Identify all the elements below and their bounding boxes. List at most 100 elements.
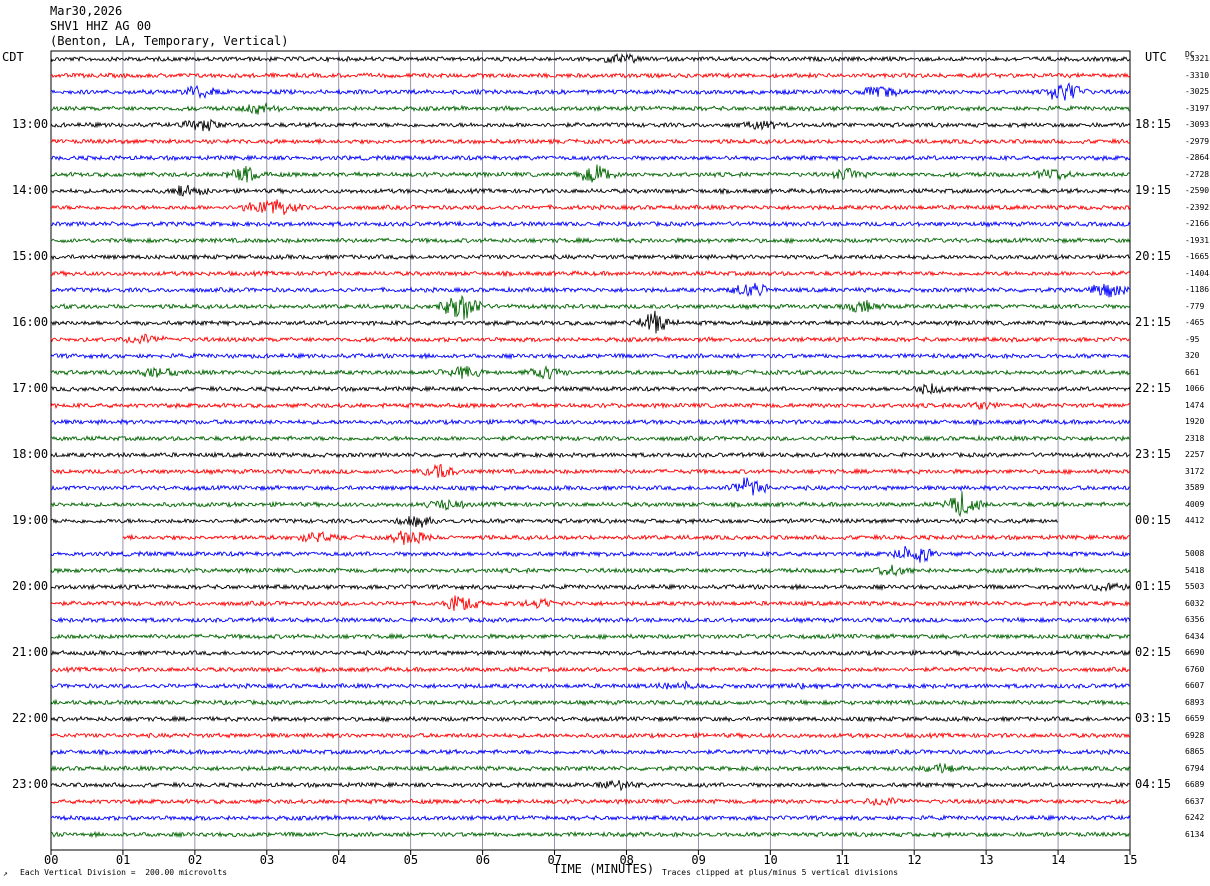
seismogram-trace: [50, 164, 1131, 183]
dc-offset-label: -1931: [1185, 235, 1210, 245]
seismogram-trace: [50, 665, 1131, 674]
seismogram-trace: [50, 310, 1131, 334]
dc-offset-label: 4412: [1185, 516, 1205, 525]
dc-offset-label: -779: [1185, 301, 1205, 311]
seismogram-trace: [50, 365, 1131, 380]
seismogram-trace: [50, 463, 1131, 478]
seismogram-trace: [50, 797, 1131, 807]
x-tick-label: 07: [547, 853, 562, 867]
dc-offset-label: 320: [1185, 351, 1200, 360]
seismogram-trace: [50, 401, 1131, 411]
dc-offset-label: -3321: [1185, 54, 1210, 63]
hour-label-left: 13:00: [12, 117, 49, 131]
seismogram-trace: [50, 269, 1131, 278]
dc-offset-label: 6690: [1185, 648, 1205, 657]
x-tick-label: 13: [979, 853, 994, 867]
seismogram-trace: [50, 418, 1131, 426]
dc-offset-label: 6134: [1185, 829, 1205, 839]
hour-label-right: 23:15: [1135, 447, 1172, 461]
hour-label-right: 22:15: [1135, 381, 1172, 395]
dc-offset-label: -3197: [1185, 103, 1210, 113]
hour-label-left: 21:00: [12, 645, 49, 659]
dc-offset-label: 6242: [1185, 813, 1205, 822]
seismogram-trace: [50, 71, 1131, 80]
seismogram-trace: [50, 762, 1131, 774]
dc-offset-label: -1665: [1185, 252, 1210, 261]
seismogram-trace: [50, 137, 1131, 146]
dc-offset-label: 6659: [1185, 714, 1205, 723]
x-tick-label: 01: [115, 853, 131, 867]
seismogram-trace: [50, 515, 1059, 528]
dc-offset-label: -465: [1185, 318, 1205, 327]
seismogram-trace: [50, 830, 1131, 839]
dc-offset-label: 1066: [1185, 384, 1205, 393]
seismogram-trace: [122, 530, 1131, 545]
dc-offset-label: 6637: [1185, 796, 1205, 806]
dc-offset-label: 1920: [1185, 417, 1205, 426]
seismogram-trace: [50, 649, 1131, 657]
seismogram-trace: [50, 184, 1131, 197]
timezone-left-label: CDT: [2, 50, 24, 64]
seismogram-trace: [50, 564, 1131, 578]
hour-label-right: 02:15: [1135, 645, 1172, 659]
dc-offset-label: -3025: [1185, 87, 1210, 96]
dc-offset-label: 5503: [1185, 582, 1205, 591]
dc-label: DC: [1185, 50, 1195, 59]
x-tick-label: 14: [1051, 853, 1066, 867]
dc-offset-label: -2392: [1185, 202, 1210, 212]
dc-offset-label: -3093: [1185, 120, 1210, 129]
dc-offset-label: 6607: [1185, 681, 1205, 690]
x-tick-label: 15: [1123, 853, 1138, 867]
seismogram-trace: [50, 199, 1131, 215]
dc-offset-label: 661: [1185, 367, 1200, 377]
header-station: SHV1 HHZ AG 00: [50, 19, 152, 33]
dc-offset-label: -1186: [1185, 285, 1210, 294]
hour-label-right: 04:15: [1135, 777, 1172, 791]
dc-offset-label: -2590: [1185, 186, 1210, 195]
origin-mark: ↗: [3, 869, 8, 878]
x-tick-label: 03: [259, 853, 275, 867]
hour-label-left: 19:00: [12, 513, 49, 527]
dc-offset-label: 6032: [1185, 598, 1205, 608]
dc-offset-label: -3310: [1185, 70, 1210, 80]
seismogram-trace: [50, 748, 1131, 756]
dc-offset-label: 6865: [1185, 747, 1205, 756]
seismogram-trace: [50, 52, 1131, 64]
seismogram-trace: [50, 491, 1131, 518]
seismogram-trace: [50, 477, 1131, 496]
dc-offset-label: 2318: [1185, 433, 1205, 443]
dc-offset-label: 6928: [1185, 730, 1205, 740]
seismogram-trace: [50, 595, 1131, 611]
seismogram-trace: [50, 220, 1131, 228]
dc-offset-label: -2728: [1185, 169, 1210, 179]
hour-label-right: 19:15: [1135, 183, 1172, 197]
seismogram-trace: [50, 118, 1131, 132]
seismogram-trace: [50, 383, 1131, 395]
dc-offset-label: 6794: [1185, 763, 1205, 773]
seismogram-trace: [50, 282, 1131, 298]
seismogram-trace: [50, 333, 1131, 345]
hour-label-left: 20:00: [12, 579, 49, 593]
header-location: (Benton, LA, Temporary, Vertical): [50, 34, 289, 48]
x-tick-label: 11: [835, 853, 850, 867]
timezone-right-label: UTC: [1145, 50, 1167, 64]
dc-offset-label: -95: [1185, 334, 1200, 344]
seismogram-trace: [50, 82, 1131, 101]
dc-offset-label: 3172: [1185, 466, 1205, 476]
x-tick-label: 02: [187, 853, 203, 867]
hour-label-right: 00:15: [1135, 513, 1172, 527]
hour-label-right: 20:15: [1135, 249, 1172, 263]
x-tick-label: 05: [403, 853, 419, 867]
seismogram-trace: [50, 253, 1131, 261]
seismogram-trace: [50, 680, 1131, 691]
hour-label-left: 23:00: [12, 777, 49, 791]
hour-label-left: 22:00: [12, 711, 49, 725]
seismogram-trace: [50, 698, 1131, 707]
seismogram-trace: [50, 546, 1131, 563]
x-tick-label: 04: [331, 853, 347, 867]
x-tick-label: 06: [475, 853, 491, 867]
dc-offset-label: 6760: [1185, 664, 1205, 674]
dc-offset-label: 3589: [1185, 483, 1205, 492]
seismogram-trace: [50, 814, 1131, 822]
dc-offset-label: 2257: [1185, 450, 1205, 459]
